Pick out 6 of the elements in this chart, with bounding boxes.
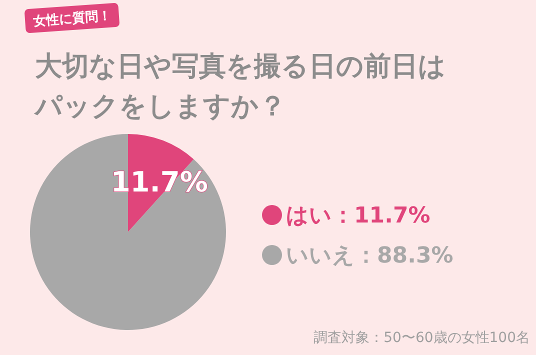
legend-label: はい：11.7% bbox=[286, 204, 430, 229]
chart-title: 大切な日や写真を撮る日の前日はパックをしますか？ bbox=[33, 51, 446, 122]
pie-slice bbox=[30, 134, 226, 330]
text: 調査対象：50〜60歳の女性100名 bbox=[314, 330, 530, 346]
chart-subtitle: 女性に質問！ bbox=[32, 8, 112, 30]
legend-label: いいえ：88.3% bbox=[286, 244, 454, 269]
